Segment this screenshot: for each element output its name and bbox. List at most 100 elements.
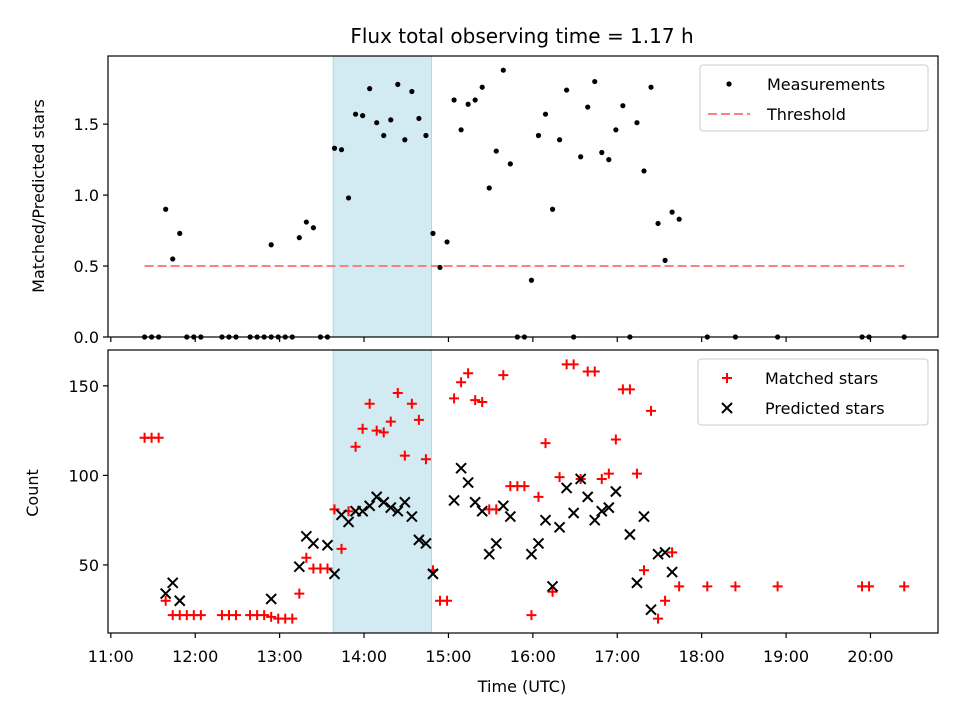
measurement-point <box>507 161 513 167</box>
predicted-star-point <box>546 580 559 593</box>
matched-star-point <box>231 610 242 621</box>
matched-star-point <box>357 423 368 434</box>
measurement-point <box>549 206 556 212</box>
x-tick-label: 17:00 <box>594 647 640 666</box>
top-legend-label: Threshold <box>766 105 846 124</box>
predicted-star-point <box>399 496 411 508</box>
matched-star-point <box>301 552 312 563</box>
matched-star-point <box>385 416 396 427</box>
matched-star-point <box>160 595 171 606</box>
matched-star-point <box>259 610 270 621</box>
predicted-star-point <box>406 510 418 523</box>
x-tick-label: 11:00 <box>88 647 134 666</box>
bottom-legend-box <box>697 358 929 426</box>
predicted-star-point <box>321 539 334 551</box>
measurement-point <box>268 242 274 248</box>
measurement-point <box>360 113 366 119</box>
measurement-point <box>486 185 492 191</box>
legend-matched-marker <box>722 373 732 383</box>
predicted-star-point <box>610 485 622 498</box>
measurement-point <box>634 120 640 126</box>
measurement-point <box>662 257 668 263</box>
measurement-point <box>367 86 373 92</box>
matched-star-point <box>603 468 614 479</box>
measurement-point <box>296 235 302 241</box>
predicted-star-point <box>483 548 495 560</box>
measurement-point <box>338 147 345 153</box>
predicted-star-point <box>462 476 474 489</box>
measurement-point <box>535 132 542 139</box>
predicted-star-point <box>490 537 502 550</box>
measurement-point <box>641 168 647 174</box>
measurement-point <box>528 277 535 283</box>
predicted-star-point <box>582 491 594 503</box>
predicted-star-point <box>589 514 601 526</box>
top-y-tick-label: 1.5 <box>74 115 99 134</box>
measurement-point <box>388 117 394 123</box>
chart-title: Flux total observing time = 1.17 h <box>350 24 693 48</box>
x-tick-label: 16:00 <box>510 647 556 666</box>
legend-measurement-marker <box>726 81 732 87</box>
predicted-star-point <box>624 528 636 541</box>
x-tick-label: 19:00 <box>763 647 809 666</box>
x-tick-label: 14:00 <box>341 647 387 666</box>
matched-star-point <box>667 547 678 558</box>
matched-star-point <box>646 405 657 416</box>
matched-star-point <box>899 581 910 592</box>
matched-star-point <box>730 581 741 592</box>
measurement-point <box>437 264 443 271</box>
predicted-star-point <box>560 482 573 494</box>
matched-star-point <box>364 398 375 409</box>
measurement-point <box>606 157 612 163</box>
predicted-star-point <box>525 548 538 560</box>
predicted-star-point <box>356 505 369 517</box>
x-tick-label: 13:00 <box>257 647 303 666</box>
bottom-y-axis-label: Count <box>23 469 42 517</box>
top-panel: 0.0 0.5 1.0 1.5 Measurements Threshold <box>74 55 939 347</box>
matched-star-point <box>399 450 410 461</box>
measurement-point <box>303 219 309 225</box>
measurement-point <box>430 230 436 236</box>
predicted-star-point <box>631 577 643 589</box>
measurement-point <box>409 88 415 95</box>
matched-star-point <box>533 491 544 502</box>
matched-star-point <box>660 595 671 606</box>
measurement-point <box>381 132 387 139</box>
bottom-panel: 50 100 150 11:00 12:00 13:00 14:00 15:00 16:00 17… <box>68 349 939 666</box>
predicted-star-point <box>476 505 488 517</box>
measurement-point <box>542 111 549 117</box>
matched-star-point <box>547 586 558 597</box>
predicted-star-point <box>603 501 615 514</box>
predicted-star-point <box>553 521 566 534</box>
predicted-star-point <box>328 568 341 580</box>
predicted-star-point <box>378 496 390 508</box>
measurement-point <box>177 230 183 236</box>
top-y-tick-label: 0.5 <box>74 257 99 276</box>
matched-star-point <box>610 434 621 445</box>
bottom-y-tick-label: 100 <box>68 466 99 485</box>
matched-star-point <box>153 432 164 443</box>
measurement-point <box>655 220 661 227</box>
matched-star-point <box>674 581 685 592</box>
x-tick-label: 18:00 <box>679 647 725 666</box>
matched-star-point <box>864 581 875 592</box>
predicted-star-point <box>448 494 460 507</box>
measurement-point <box>592 78 598 85</box>
matched-star-point <box>420 454 431 465</box>
measurement-point <box>599 149 605 156</box>
measurement-point <box>345 195 352 201</box>
matched-star-point <box>456 377 467 388</box>
predicted-star-point <box>159 587 172 600</box>
measurement-point <box>465 101 471 107</box>
matched-star-point <box>413 414 424 425</box>
matched-star-point <box>442 595 453 606</box>
measurement-point <box>648 84 654 90</box>
matched-star-point <box>702 581 713 592</box>
x-tick-label: 20:00 <box>847 647 893 666</box>
matched-star-point <box>638 565 649 576</box>
predicted-star-point <box>370 491 383 503</box>
measurement-point <box>493 148 499 154</box>
predicted-star-point <box>652 548 664 560</box>
measurement-point <box>585 104 591 110</box>
bottom-y-tick-label: 150 <box>68 377 99 396</box>
